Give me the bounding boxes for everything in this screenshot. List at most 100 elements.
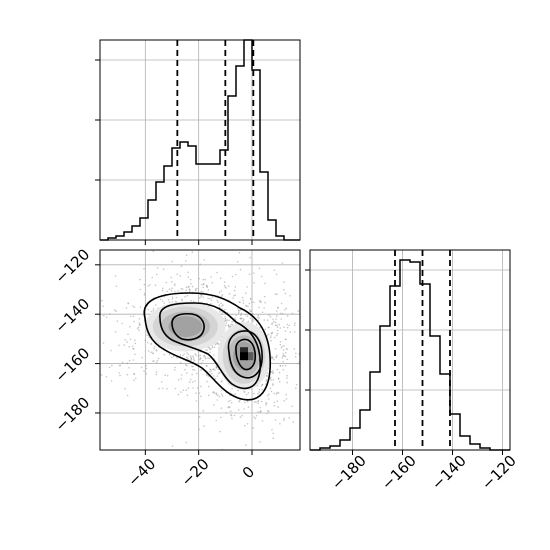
scatter-point — [110, 380, 113, 382]
scatter-point — [285, 398, 288, 400]
scatter-point — [285, 307, 288, 310]
scatter-point — [199, 354, 201, 357]
scatter-point — [211, 346, 214, 349]
marginal-x-histogram-panel — [95, 39, 301, 245]
scatter-point — [152, 309, 154, 312]
scatter-point — [267, 326, 270, 329]
scatter-point — [246, 286, 248, 288]
scatter-point — [220, 407, 223, 410]
scatter-point — [276, 310, 278, 312]
scatter-point — [198, 416, 201, 418]
scatter-point — [276, 391, 279, 394]
scatter-point — [252, 320, 255, 322]
scatter-point — [118, 364, 121, 367]
scatter-point — [221, 312, 223, 314]
scatter-point — [214, 377, 217, 380]
scatter-point — [191, 381, 194, 383]
scatter-point — [220, 393, 223, 396]
scatter-point — [175, 296, 178, 299]
scatter-point — [229, 406, 231, 409]
scatter-point — [266, 335, 269, 337]
scatter-point — [249, 310, 252, 313]
scatter-point — [127, 333, 129, 336]
scatter-point — [219, 306, 221, 308]
scatter-point — [203, 259, 206, 261]
axes-frame — [99, 39, 301, 241]
scatter-point — [133, 320, 135, 323]
scatter-point — [186, 372, 188, 374]
scatter-point — [179, 354, 182, 356]
scatter-point — [162, 268, 165, 271]
scatter-point — [195, 400, 198, 402]
scatter-point — [119, 374, 121, 377]
scatter-point — [253, 272, 255, 274]
scatter-point — [267, 394, 269, 397]
scatter-point — [189, 278, 192, 281]
scatter-point — [293, 324, 296, 327]
scatter-point — [217, 301, 219, 304]
scatter-point — [194, 353, 196, 355]
scatter-point — [210, 302, 212, 305]
scatter-point — [229, 399, 232, 402]
scatter-point — [109, 313, 111, 315]
scatter-point — [267, 333, 270, 336]
scatter-point — [261, 388, 264, 391]
scatter-point — [276, 334, 278, 337]
scatter-point — [176, 357, 178, 359]
scatter-point — [201, 283, 203, 286]
scatter-point — [191, 285, 194, 288]
scatter-point — [216, 399, 219, 401]
scatter-point — [233, 414, 236, 417]
scatter-point — [132, 305, 134, 307]
scatter-point — [248, 273, 251, 276]
scatter-point — [206, 285, 208, 288]
axes-frame — [99, 249, 301, 451]
scatter-point — [257, 402, 260, 405]
scatter-point — [280, 312, 282, 315]
scatter-point — [259, 441, 261, 443]
scatter-point — [108, 366, 111, 369]
scatter-point — [215, 392, 218, 395]
scatter-point — [193, 300, 195, 303]
scatter-point — [143, 370, 145, 373]
scatter-point — [276, 332, 279, 335]
scatter-point — [273, 336, 276, 339]
scatter-point — [208, 348, 211, 350]
scatter-point — [226, 319, 229, 321]
scatter-point — [259, 326, 261, 329]
scatter-point — [138, 324, 141, 327]
scatter-point — [217, 343, 219, 345]
scatter-point — [245, 444, 247, 447]
scatter-point — [220, 290, 222, 292]
scatter-point — [184, 295, 186, 298]
scatter-point — [279, 341, 282, 343]
scatter-point — [190, 299, 192, 302]
scatter-point — [132, 348, 134, 350]
scatter-point — [280, 318, 283, 320]
scatter-point — [230, 410, 232, 413]
scatter-point — [121, 361, 124, 364]
scatter-point — [213, 392, 216, 395]
scatter-point — [156, 359, 159, 362]
scatter-point — [164, 374, 166, 377]
scatter-point — [154, 284, 157, 287]
scatter-point — [209, 371, 211, 373]
scatter-point — [249, 317, 252, 320]
scatter-point — [150, 343, 152, 345]
scatter-point — [134, 342, 137, 345]
scatter-point — [258, 317, 260, 320]
scatter-point — [207, 297, 209, 300]
scatter-point — [252, 318, 254, 321]
scatter-point — [245, 393, 248, 396]
scatter-point — [186, 394, 189, 397]
scatter-point — [192, 358, 195, 361]
scatter-point — [279, 327, 282, 329]
scatter-point — [185, 289, 187, 291]
scatter-point — [225, 319, 227, 322]
scatter-point — [243, 408, 245, 410]
scatter-point — [268, 410, 270, 413]
scatter-point — [223, 281, 226, 284]
scatter-point — [204, 357, 207, 360]
scatter-point — [127, 302, 129, 304]
scatter-point — [217, 394, 219, 397]
